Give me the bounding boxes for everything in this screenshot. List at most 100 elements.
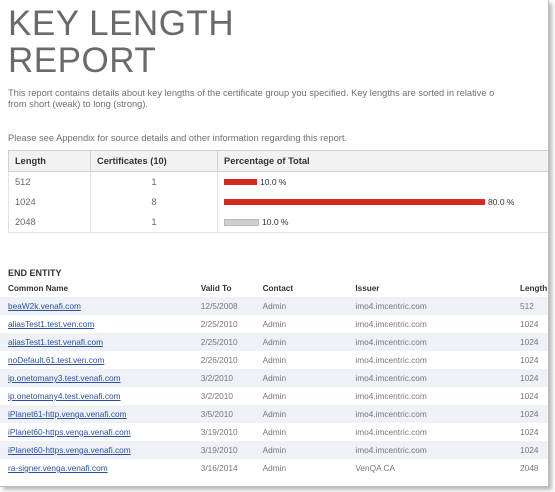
length-value: 2048 [8, 212, 91, 233]
entity-header-row: Common Name Valid To Contact Issuer Leng… [0, 280, 548, 297]
contact-cell: Admin [262, 423, 356, 441]
table-row: aliasTest1.test.ven.com 2/25/2010 Admin imo… [0, 315, 548, 333]
contact-cell: Admin [262, 333, 356, 351]
common-name-link[interactable]: ra-signer.venga.venafi.com [8, 463, 108, 473]
common-name-cell: iPlanet61-http.venga.venafi.com [0, 405, 201, 423]
end-entity-section-title: END ENTITY [8, 268, 62, 278]
report-page: KEY LENGTH REPORT This report contains d… [0, 0, 549, 487]
issuer-cell: imo4.imcentric.com [355, 333, 520, 351]
length-cell: 1024 [520, 369, 548, 387]
report-title: KEY LENGTH REPORT [8, 4, 235, 80]
percentage-bar [224, 179, 257, 186]
common-name-cell: ip.onetomany4.test.venafi.com [0, 387, 201, 405]
length-cell: 1024 [520, 405, 548, 423]
common-name-cell: aliasTest1.test.venafi.com [0, 333, 201, 351]
certificate-count: 1 [90, 171, 218, 192]
certificate-count: 8 [90, 192, 218, 212]
contact-cell: Admin [262, 369, 356, 387]
table-row: ra-signer.venga.venafi.com 3/16/2014 Admin… [0, 459, 548, 477]
contact-cell: Admin [262, 351, 356, 369]
percentage-cell: 10.0 % [217, 171, 548, 192]
valid-to-cell: 2/25/2010 [200, 315, 263, 333]
common-name-cell: noDefault.61.test.ven.com [0, 351, 201, 369]
percentage-label: 80.0 % [488, 197, 515, 208]
length-column-header: Length [8, 150, 91, 172]
issuer-cell: VenQA CA [355, 459, 520, 477]
valid-to-cell: 3/2/2010 [200, 387, 263, 405]
issuer-column-header: Issuer [355, 284, 380, 293]
summary-row: 1024 8 80.0 % [8, 192, 548, 212]
contact-cell: Admin [262, 297, 356, 315]
valid-to-cell: 3/2/2010 [200, 369, 263, 387]
contact-cell: Admin [262, 459, 356, 477]
valid-to-cell: 2/25/2010 [200, 333, 263, 351]
contact-cell: Admin [262, 441, 356, 459]
length-cell: 1024 [520, 333, 548, 351]
length-value: 1024 [8, 192, 91, 212]
common-name-cell: iPlanet60-https.venga.venafi.com [0, 423, 201, 441]
length-value: 512 [8, 171, 91, 192]
valid-to-cell: 3/16/2014 [200, 459, 263, 477]
length-cell: 1024 [520, 423, 548, 441]
common-name-link[interactable]: iPlanet61-http.venga.venafi.com [8, 409, 127, 419]
table-row: beaW2k.venafi.com 12/5/2008 Admin imo4.imce… [0, 297, 548, 315]
certificates-column-header: Certificates (10) [90, 150, 218, 172]
common-name-cell: beaW2k.venafi.com [0, 297, 201, 315]
valid-to-cell: 12/5/2008 [200, 297, 263, 315]
length-cell: 512 [520, 297, 548, 315]
issuer-cell: imo4.imcentric.com [355, 405, 520, 423]
valid-to-column-header: Valid To [200, 284, 232, 293]
appendix-note: Please see Appendix for source details a… [8, 133, 348, 143]
summary-row: 512 1 10.0 % [8, 171, 548, 192]
common-name-link[interactable]: beaW2k.venafi.com [8, 301, 81, 311]
contact-column-header: Contact [262, 284, 294, 293]
issuer-cell: imo4.imcentric.com [355, 351, 520, 369]
end-entity-table: Common Name Valid To Contact Issuer Leng… [0, 280, 548, 477]
summary-row: 2048 1 10.0 % [8, 212, 548, 233]
issuer-cell: imo4.imcentric.com [355, 315, 520, 333]
key-length-summary-table: Length Certificates (10) Percentage of T… [8, 150, 548, 233]
valid-to-cell: 2/26/2010 [200, 351, 263, 369]
percentage-column-header: Percentage of Total [217, 150, 548, 172]
length-cell: 1024 [520, 387, 548, 405]
issuer-cell: imo4.imcentric.com [355, 441, 520, 459]
table-row: noDefault.61.test.ven.com 2/26/2010 Admin i… [0, 351, 548, 369]
table-row: aliasTest1.test.venafi.com 2/25/2010 Admin… [0, 333, 548, 351]
summary-header-row: Length Certificates (10) Percentage of T… [8, 150, 548, 172]
common-name-cell: iPlanet60-https.venga.venafi.com [0, 441, 201, 459]
valid-to-cell: 3/5/2010 [200, 405, 263, 423]
contact-cell: Admin [262, 405, 356, 423]
common-name-cell: ra-signer.venga.venafi.com [0, 459, 201, 477]
common-name-link[interactable]: ip.onetomany3.test.venafi.com [8, 373, 121, 383]
common-name-link[interactable]: iPlanet60-https.venga.venafi.com [8, 445, 131, 455]
common-name-link[interactable]: aliasTest1.test.venafi.com [8, 337, 103, 347]
percentage-label: 10.0 % [262, 217, 289, 228]
common-name-cell: ip.onetomany3.test.venafi.com [0, 369, 201, 387]
common-name-link[interactable]: noDefault.61.test.ven.com [8, 355, 105, 365]
certificate-count: 1 [90, 212, 218, 233]
valid-to-cell: 3/19/2010 [200, 441, 263, 459]
percentage-label: 10.0 % [260, 177, 287, 188]
contact-cell: Admin [262, 315, 356, 333]
percentage-bar [224, 199, 485, 206]
common-name-cell: aliasTest1.test.ven.com [0, 315, 201, 333]
report-description: This report contains details about key l… [8, 88, 495, 109]
common-name-link[interactable]: aliasTest1.test.ven.com [8, 319, 95, 329]
valid-to-cell: 3/19/2010 [200, 423, 263, 441]
length-column-header: Length [520, 284, 548, 293]
length-cell: 2048 [520, 459, 548, 477]
table-row: ip.onetomany3.test.venafi.com 3/2/2010 Adm… [0, 369, 548, 387]
table-row: ip.onetomany4.test.venafi.com 3/2/2010 Adm… [0, 387, 548, 405]
contact-cell: Admin [262, 387, 356, 405]
percentage-cell: 10.0 % [217, 212, 548, 233]
common-name-link[interactable]: iPlanet60-https.venga.venafi.com [8, 427, 131, 437]
common-name-link[interactable]: ip.onetomany4.test.venafi.com [8, 391, 121, 401]
length-cell: 1024 [520, 351, 548, 369]
issuer-cell: imo4.imcentric.com [355, 387, 520, 405]
issuer-cell: imo4.imcentric.com [355, 297, 520, 315]
table-row: iPlanet60-https.venga.venafi.com 3/19/201… [0, 441, 548, 459]
table-row: iPlanet60-https.venga.venafi.com 3/19/201… [0, 423, 548, 441]
percentage-cell: 80.0 % [217, 192, 548, 212]
issuer-cell: imo4.imcentric.com [355, 423, 520, 441]
length-cell: 1024 [520, 441, 548, 459]
